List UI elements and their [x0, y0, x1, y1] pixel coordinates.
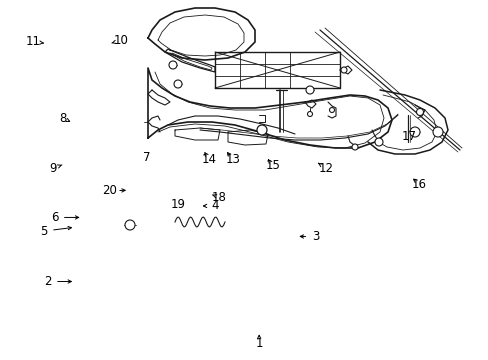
Text: 12: 12: [319, 162, 333, 175]
Circle shape: [340, 67, 346, 73]
Text: 10: 10: [114, 34, 128, 47]
Text: 17: 17: [401, 130, 415, 143]
Text: 18: 18: [211, 191, 226, 204]
Circle shape: [169, 61, 177, 69]
Circle shape: [432, 127, 442, 137]
Text: 3: 3: [311, 230, 319, 243]
Text: 6: 6: [51, 211, 59, 224]
Text: 13: 13: [225, 153, 240, 166]
Text: 20: 20: [102, 184, 117, 197]
Circle shape: [409, 127, 419, 137]
Text: 1: 1: [255, 337, 263, 350]
Text: 4: 4: [211, 199, 219, 212]
Text: 11: 11: [26, 35, 41, 48]
Circle shape: [305, 86, 313, 94]
Circle shape: [329, 108, 334, 112]
Circle shape: [125, 220, 135, 230]
Text: 14: 14: [202, 153, 216, 166]
Circle shape: [307, 112, 312, 117]
Circle shape: [351, 144, 357, 150]
Text: 7: 7: [142, 151, 150, 164]
Circle shape: [174, 80, 182, 88]
Text: 5: 5: [40, 225, 48, 238]
Circle shape: [374, 138, 382, 146]
Text: 19: 19: [171, 198, 185, 211]
Circle shape: [416, 108, 423, 116]
Text: 16: 16: [411, 178, 426, 191]
Text: 15: 15: [265, 159, 280, 172]
Text: 9: 9: [49, 162, 57, 175]
Text: 2: 2: [44, 275, 52, 288]
Text: 8: 8: [59, 112, 66, 125]
Circle shape: [257, 125, 266, 135]
